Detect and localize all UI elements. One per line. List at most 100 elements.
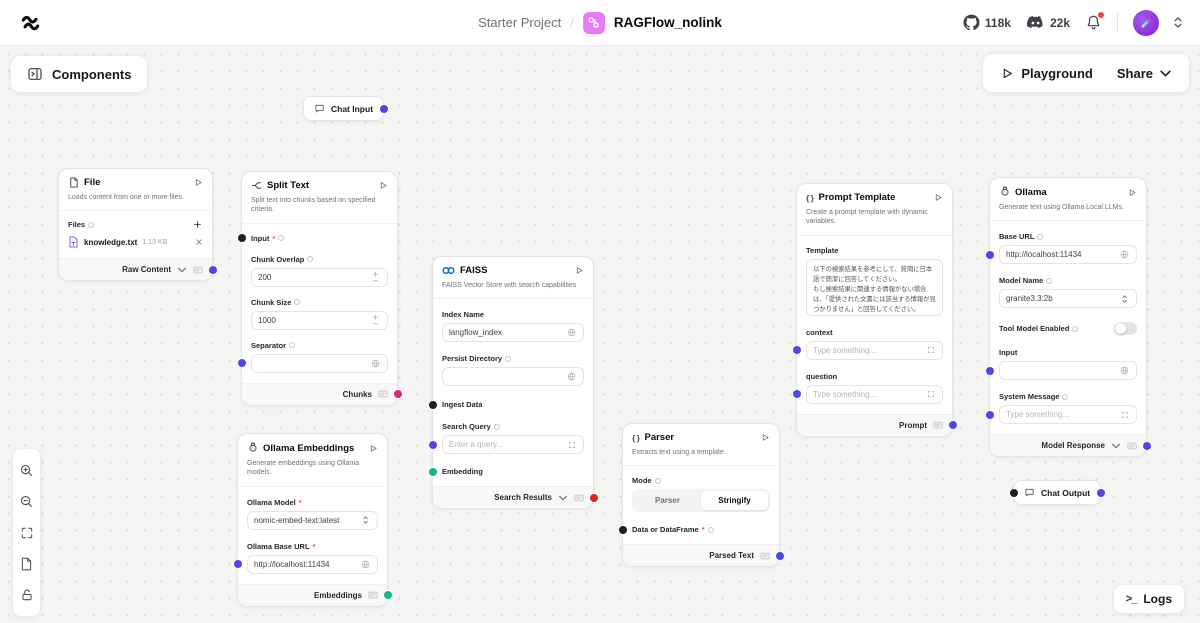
chunks-output-port[interactable] — [393, 390, 402, 399]
file-node[interactable]: File Loads content from one or more file… — [58, 168, 217, 282]
chevron-down-icon[interactable] — [176, 267, 187, 273]
inspect-output-icon[interactable] — [1126, 442, 1137, 450]
faiss-node[interactable]: FAISS FAISS Vector Store with search cap… — [428, 256, 598, 510]
components-button[interactable]: Components — [10, 55, 149, 93]
globe-icon[interactable] — [1119, 250, 1130, 259]
ingest-data-port[interactable] — [428, 400, 437, 409]
chat-input-output-port[interactable] — [379, 104, 388, 113]
data-input-port[interactable] — [618, 525, 627, 534]
run-node-button[interactable] — [1128, 188, 1137, 197]
mode-option-stringify[interactable]: Stringify — [701, 491, 768, 511]
search-query-port[interactable] — [428, 440, 437, 449]
inspect-output-icon[interactable] — [367, 591, 378, 599]
add-note-button[interactable] — [12, 548, 41, 579]
number-stepper[interactable] — [370, 271, 381, 284]
playground-button[interactable]: Playground — [989, 54, 1105, 92]
github-stars[interactable]: 118k — [963, 14, 1011, 31]
share-button[interactable]: Share — [1105, 54, 1183, 92]
parsed-text-output-port[interactable] — [775, 551, 784, 560]
prompt-template-node[interactable]: { } Prompt Template Create a prompt temp… — [792, 183, 957, 437]
base-url-port[interactable] — [985, 250, 994, 259]
lock-button[interactable] — [12, 579, 41, 610]
model-response-output-port[interactable] — [1142, 441, 1151, 450]
run-node-button[interactable] — [369, 444, 378, 453]
separator-input[interactable] — [251, 353, 388, 373]
globe-icon[interactable] — [370, 359, 381, 368]
inspect-output-icon[interactable] — [377, 390, 388, 398]
ollama-node[interactable]: Ollama Generate text using Ollama Local … — [985, 177, 1151, 458]
inspect-output-icon[interactable] — [573, 494, 584, 502]
remove-file-button[interactable] — [195, 238, 203, 246]
chevron-down-icon[interactable] — [1110, 443, 1121, 449]
langflow-logo-icon[interactable] — [18, 11, 42, 34]
inspect-output-icon[interactable] — [192, 266, 203, 274]
expand-icon[interactable] — [925, 390, 936, 398]
ollama-base-url-input[interactable]: http://localhost:11434 — [247, 554, 378, 574]
input-port[interactable] — [237, 234, 246, 243]
embeddings-output-port[interactable] — [383, 591, 392, 600]
base-url-input[interactable]: http://localhost:11434 — [999, 245, 1137, 265]
chat-output-input-port[interactable] — [1009, 488, 1018, 497]
chevron-down-icon — [1160, 70, 1171, 77]
run-node-button[interactable] — [194, 178, 203, 187]
embedding-port[interactable] — [428, 467, 437, 476]
logs-button[interactable]: >_ Logs — [1112, 584, 1185, 614]
zoom-out-button[interactable] — [12, 486, 41, 517]
chat-input-node[interactable]: Chat Input — [303, 96, 388, 121]
inspect-output-icon[interactable] — [932, 421, 943, 429]
separator-port[interactable] — [237, 359, 246, 368]
globe-icon[interactable] — [566, 328, 577, 337]
tool-model-toggle[interactable] — [1114, 322, 1137, 336]
account-menu-chevrons[interactable] — [1174, 17, 1182, 28]
question-input[interactable]: Type something... — [806, 384, 943, 404]
chat-output-output-port[interactable] — [1096, 488, 1105, 497]
context-input[interactable]: Type something... — [806, 340, 943, 360]
flow-canvas[interactable]: Components Playground Share Chat Inpu — [0, 46, 1200, 623]
system-message-port[interactable] — [985, 410, 994, 419]
parser-node[interactable]: { } Parser Extracts text using a templat… — [618, 423, 784, 568]
breadcrumb-project[interactable]: Starter Project — [478, 15, 562, 30]
prompt-output-port[interactable] — [948, 421, 957, 430]
expand-icon[interactable] — [925, 346, 936, 354]
ollama-base-url-port[interactable] — [233, 560, 242, 569]
expand-icon[interactable] — [1119, 411, 1130, 419]
ollama-embeddings-node[interactable]: Ollama Embeddings Generate embeddings us… — [233, 433, 392, 607]
run-node-button[interactable] — [379, 181, 388, 190]
fit-view-button[interactable] — [12, 517, 41, 548]
globe-icon[interactable] — [360, 560, 371, 569]
flow-name[interactable]: RAGFlow_nolink — [613, 15, 722, 30]
avatar[interactable] — [1133, 9, 1159, 36]
notifications-button[interactable] — [1085, 12, 1104, 31]
chevron-down-icon[interactable] — [557, 495, 568, 501]
input-port[interactable] — [985, 366, 994, 375]
chunk-size-input[interactable]: 1000 — [251, 310, 388, 330]
mode-option-parser[interactable]: Parser — [655, 496, 680, 506]
split-text-node[interactable]: Split Text Split text into chunks based … — [237, 171, 402, 406]
template-textarea[interactable]: 以下の検索結果を参考にして、質問に日本語で簡潔に回答してください。 もし検索結果… — [806, 258, 943, 316]
search-query-input[interactable]: Enter a query... — [442, 435, 584, 455]
context-port[interactable] — [792, 346, 801, 355]
persist-directory-input[interactable] — [442, 367, 584, 387]
inspect-output-icon[interactable] — [759, 552, 770, 560]
chunk-overlap-input[interactable]: 200 — [251, 267, 388, 287]
globe-icon[interactable] — [1119, 366, 1130, 375]
discord-stat[interactable]: 22k — [1026, 15, 1070, 30]
run-node-button[interactable] — [934, 193, 943, 202]
index-name-input[interactable]: langflow_index — [442, 323, 584, 343]
system-message-input[interactable]: Type something... — [999, 405, 1137, 425]
input-field[interactable] — [999, 361, 1137, 381]
question-port[interactable] — [792, 390, 801, 399]
search-results-output-port[interactable] — [589, 493, 598, 502]
zoom-in-button[interactable] — [12, 455, 41, 486]
ollama-model-select[interactable]: nomic-embed-text:latest — [247, 510, 378, 530]
raw-content-output-port[interactable] — [208, 265, 217, 274]
globe-icon[interactable] — [566, 372, 577, 381]
number-stepper[interactable] — [370, 314, 381, 327]
add-file-button[interactable] — [192, 220, 203, 229]
file-list-item[interactable]: knowledge.txt 1.13 KB — [59, 236, 212, 248]
model-name-select[interactable]: granite3.3:2b — [999, 289, 1137, 309]
chat-output-node[interactable]: Chat Output — [1009, 480, 1105, 505]
run-node-button[interactable] — [761, 433, 770, 442]
expand-icon[interactable] — [566, 441, 577, 449]
run-node-button[interactable] — [575, 266, 584, 275]
